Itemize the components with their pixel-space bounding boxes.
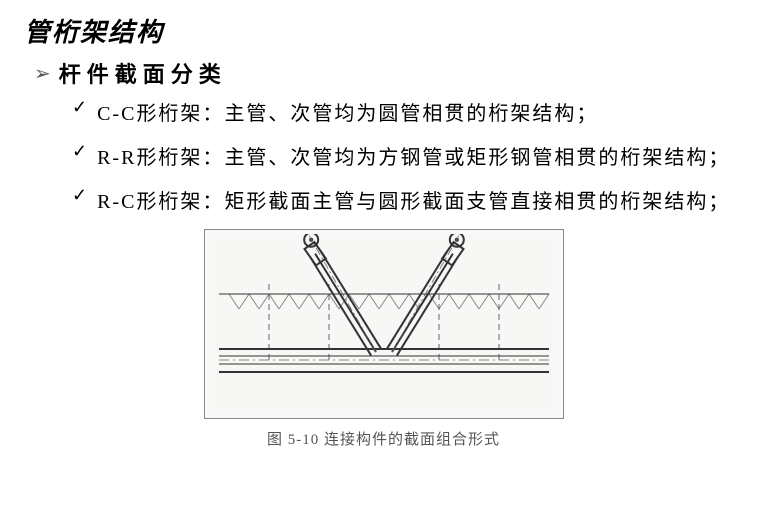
section-subhead: ➢ 杆件截面分类: [34, 57, 743, 89]
item-text: R-C形桁架：矩形截面主管与圆形截面支管直接相贯的桁架结构；: [97, 183, 730, 221]
figure-diagram: [204, 229, 564, 419]
arrow-bullet-icon: ➢: [34, 61, 51, 86]
page-title: 管桁架结构: [24, 12, 743, 49]
item-desc: 主管、次管均为圆管相贯的桁架结构；: [224, 103, 598, 125]
check-icon: ✓: [72, 185, 87, 221]
item-suffix: 形桁架：: [136, 147, 224, 169]
item-desc: 矩形截面主管与圆形截面支管直接相贯的桁架结构；: [224, 191, 730, 213]
figure-caption: 图 5-10 连接构件的截面组合形式: [24, 428, 743, 449]
item-label: C-C: [97, 103, 136, 125]
item-suffix: 形桁架：: [136, 191, 224, 213]
item-suffix: 形桁架：: [136, 103, 224, 125]
classification-list: ✓ C-C形桁架：主管、次管均为圆管相贯的桁架结构； ✓ R-R形桁架：主管、次…: [72, 95, 743, 221]
list-item: ✓ R-R形桁架：主管、次管均为方钢管或矩形钢管相贯的桁架结构；: [72, 139, 743, 177]
list-item: ✓ R-C形桁架：矩形截面主管与圆形截面支管直接相贯的桁架结构；: [72, 183, 743, 221]
item-text: C-C形桁架：主管、次管均为圆管相贯的桁架结构；: [97, 95, 598, 133]
list-item: ✓ C-C形桁架：主管、次管均为圆管相贯的桁架结构；: [72, 95, 743, 133]
item-desc: 主管、次管均为方钢管或矩形钢管相贯的桁架结构；: [224, 147, 730, 169]
check-icon: ✓: [72, 97, 87, 133]
item-label: R-R: [97, 147, 136, 169]
figure-container: 图 5-10 连接构件的截面组合形式: [24, 229, 743, 449]
check-icon: ✓: [72, 141, 87, 177]
item-label: R-C: [97, 191, 136, 213]
item-text: R-R形桁架：主管、次管均为方钢管或矩形钢管相贯的桁架结构；: [97, 139, 730, 177]
subhead-text: 杆件截面分类: [59, 57, 227, 89]
